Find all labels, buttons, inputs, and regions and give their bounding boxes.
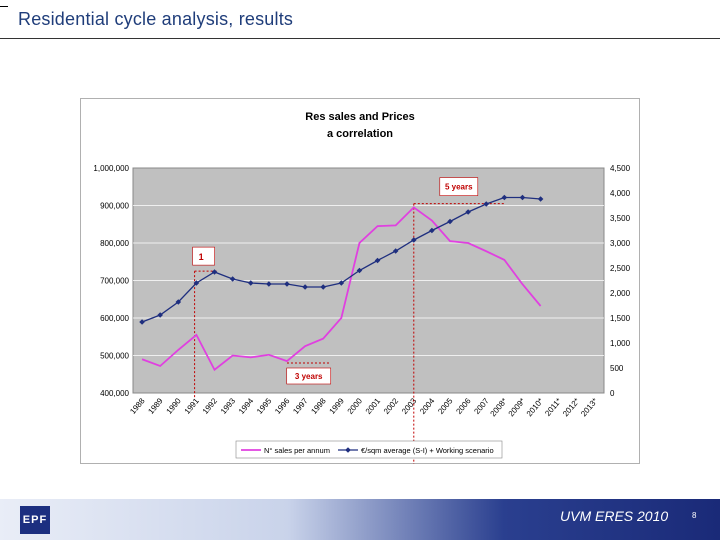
right-tick-label: 0 bbox=[610, 389, 615, 398]
left-tick-label: 500,000 bbox=[100, 352, 129, 361]
right-tick-label: 1,500 bbox=[610, 314, 631, 323]
price-point bbox=[247, 280, 254, 286]
legend-box bbox=[235, 440, 503, 459]
left-tick-label: 900,000 bbox=[100, 202, 129, 211]
right-tick-label: 4,500 bbox=[610, 164, 631, 173]
right-tick-label: 3,000 bbox=[610, 239, 631, 248]
price-point bbox=[537, 196, 544, 202]
price-point bbox=[519, 194, 526, 201]
price-point bbox=[302, 284, 308, 290]
page-number: 8 bbox=[692, 511, 697, 520]
annotation-label: 3 years bbox=[295, 372, 323, 381]
left-tick-label: 400,000 bbox=[100, 389, 129, 398]
left-tick-label: 1,000,000 bbox=[93, 164, 129, 173]
left-tick-label: 600,000 bbox=[100, 314, 129, 323]
legend-label-sales: N° sales per annum bbox=[264, 446, 330, 455]
price-point bbox=[320, 284, 327, 290]
sales-line bbox=[141, 206, 542, 372]
price-point bbox=[392, 248, 399, 254]
right-tick-label: 4,000 bbox=[610, 189, 631, 198]
annotation-box bbox=[286, 367, 332, 385]
annotation-label: 1 bbox=[199, 252, 204, 262]
annotation-label: 5 years bbox=[445, 183, 473, 192]
slide-title: Residential cycle analysis, results bbox=[18, 9, 294, 29]
annotation-box bbox=[192, 246, 215, 266]
right-axis-ticks: 0 500 1,000 1,500 2,000 2,500 3,000 3,500 4,000 4… bbox=[610, 164, 631, 398]
grid bbox=[133, 205, 604, 356]
left-tick-label: 800,000 bbox=[100, 239, 129, 248]
price-point bbox=[483, 201, 490, 207]
epf-logo: EPF bbox=[20, 506, 50, 534]
legend-marker-price bbox=[345, 447, 351, 453]
price-point bbox=[501, 194, 508, 201]
price-point bbox=[410, 237, 417, 243]
corner-rule bbox=[0, 6, 8, 7]
price-point bbox=[229, 276, 236, 282]
price-point bbox=[429, 227, 435, 234]
title-divider bbox=[0, 38, 720, 39]
price-point bbox=[465, 209, 471, 215]
chart-subtitle: a correlation bbox=[327, 128, 393, 140]
chart-container: Res sales and Prices a correlation 400,0… bbox=[80, 98, 640, 473]
price-point bbox=[284, 281, 290, 287]
chart-svg: Res sales and Prices a correlation 400,0… bbox=[80, 98, 640, 473]
right-tick-label: 3,500 bbox=[610, 214, 631, 223]
footer-text: UVM ERES 2010 bbox=[560, 508, 669, 524]
right-tick-label: 1,000 bbox=[610, 339, 631, 348]
price-point bbox=[211, 269, 218, 275]
right-tick-label: 500 bbox=[610, 364, 624, 373]
left-tick-label: 700,000 bbox=[100, 277, 129, 286]
footer-bar bbox=[0, 499, 720, 540]
price-point bbox=[356, 267, 363, 274]
right-tick-label: 2,000 bbox=[610, 289, 631, 298]
price-point bbox=[266, 281, 272, 287]
left-axis-ticks: 400,000 500,000 600,000 700,000 800,000 900,0… bbox=[93, 164, 129, 398]
legend: N° sales per annum €/sqm average (S-I) + … bbox=[235, 440, 503, 459]
annotation-box bbox=[439, 177, 479, 196]
annotations: 1 3 years 5 years bbox=[192, 177, 505, 473]
chart-title: Res sales and Prices bbox=[305, 111, 414, 123]
price-point bbox=[374, 257, 381, 264]
legend-label-price: €/sqm average (S-I) + Working scenario bbox=[361, 446, 494, 455]
price-point bbox=[447, 218, 453, 225]
right-tick-label: 2,500 bbox=[610, 264, 631, 273]
price-point bbox=[338, 280, 345, 286]
